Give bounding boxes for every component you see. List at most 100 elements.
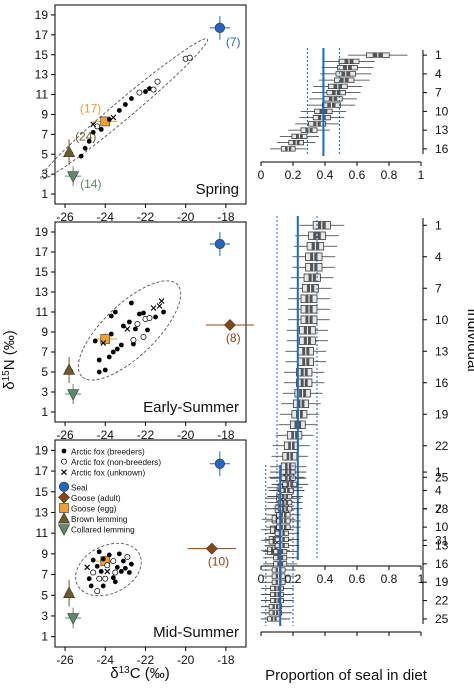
fox-point <box>90 121 97 128</box>
individual-tick-label: 7 <box>435 281 442 295</box>
individual-tick-label: 4 <box>435 250 442 264</box>
legend-marker <box>58 524 70 536</box>
source-point-seal <box>214 458 225 469</box>
x-tick-label: -22 <box>137 653 155 667</box>
fox-point <box>102 367 108 373</box>
fox-point <box>146 315 153 321</box>
legend-label: Arctic fox (non-breeders) <box>71 458 161 467</box>
y-tick-label: 1 <box>41 405 48 419</box>
fox-point <box>98 126 104 132</box>
individual-tick-label: 13 <box>435 123 449 137</box>
fox-point <box>84 564 91 571</box>
y-tick-label: 11 <box>36 526 49 540</box>
fox-point <box>102 575 109 582</box>
fox-point <box>122 102 128 107</box>
fox-point <box>131 341 136 347</box>
fox-point <box>110 349 116 355</box>
fox-point <box>126 319 132 325</box>
individual-tick-label: 16 <box>435 557 449 571</box>
panel-season-label: Mid-Summer <box>153 624 239 641</box>
fox-point <box>100 340 107 346</box>
fox-point <box>98 569 104 574</box>
x-tick-label: -24 <box>97 210 115 224</box>
source-point-collared-lemming <box>67 389 80 401</box>
fox-point <box>114 346 120 352</box>
individual-tick-label: 7 <box>435 502 442 516</box>
source-point-collared-lemming <box>67 613 80 625</box>
y-tick-label: 9 <box>41 107 48 121</box>
individual-tick-label: 13 <box>435 539 449 553</box>
fox-point <box>86 138 92 144</box>
fox-point <box>118 342 124 348</box>
y-tick-label: 11 <box>36 305 49 319</box>
fox-point <box>82 145 88 151</box>
x-tick-label: -22 <box>137 210 155 224</box>
y-tick-label: 1 <box>41 630 48 644</box>
source-point-brown-lemming <box>63 145 76 158</box>
individual-tick-label: 22 <box>435 439 449 453</box>
prop-x-tick-label: 0 <box>258 168 265 182</box>
individual-tick-label: 25 <box>435 470 449 484</box>
x-tick-label: -24 <box>97 653 115 667</box>
y-tick-label: 19 <box>35 225 49 239</box>
fox-point <box>106 117 112 122</box>
fox-point <box>158 298 165 304</box>
panel-frame <box>54 4 247 205</box>
y-tick-label: 3 <box>41 167 48 181</box>
y-tick-label: 19 <box>35 8 49 22</box>
source-sample-size: (14) <box>80 177 101 191</box>
prop-x-tick-label: 0 <box>258 572 265 586</box>
fox-point <box>110 114 117 121</box>
fox-point <box>96 369 102 375</box>
x-tick-label: -18 <box>217 653 235 667</box>
fox-point <box>122 565 128 571</box>
fox-point <box>153 314 158 320</box>
individual-tick-label: 13 <box>435 344 449 358</box>
fox-ellipse <box>40 38 209 180</box>
fox-point <box>90 129 96 135</box>
fox-point <box>120 323 126 329</box>
fox-point <box>129 300 134 306</box>
fox-point <box>129 561 134 567</box>
legend-marker <box>58 491 70 504</box>
prop-x-tick-label: 0.2 <box>285 168 302 182</box>
y-tick-label: 17 <box>35 464 49 478</box>
fox-point <box>141 310 146 316</box>
y-axis-label: δ15N (‰) <box>1 330 18 389</box>
fox-point <box>126 570 132 575</box>
source-sample-size: (10) <box>208 555 229 569</box>
fox-ellipse <box>75 542 142 597</box>
source-point-seal <box>214 22 225 33</box>
fox-point <box>100 556 106 562</box>
fox-point <box>133 326 138 332</box>
y-tick-label: 15 <box>35 265 49 279</box>
source-sample-size: (17) <box>80 101 101 115</box>
fox-point <box>114 564 120 570</box>
source-point-brown-lemming <box>63 363 76 375</box>
y-tick-label: 13 <box>35 285 49 299</box>
individual-tick-label: 31 <box>435 533 449 547</box>
fox-point <box>137 311 142 317</box>
fox-point <box>96 357 102 363</box>
fox-point <box>106 354 112 360</box>
prop-x-tick-label: 1 <box>418 168 425 182</box>
legend-marker <box>61 458 67 465</box>
panel-frame <box>54 439 247 648</box>
fox-point <box>100 583 106 589</box>
fox-point <box>92 338 98 344</box>
x-axis-label: δ13C (‰) <box>110 665 169 682</box>
legend-label: Collared lemming <box>71 526 135 535</box>
individual-tick-label: 7 <box>435 86 442 100</box>
fox-point <box>96 575 103 582</box>
y-tick-label: 19 <box>35 443 49 457</box>
source-point-goose-adult- <box>223 319 236 331</box>
individual-tick-label: 25 <box>435 612 449 626</box>
